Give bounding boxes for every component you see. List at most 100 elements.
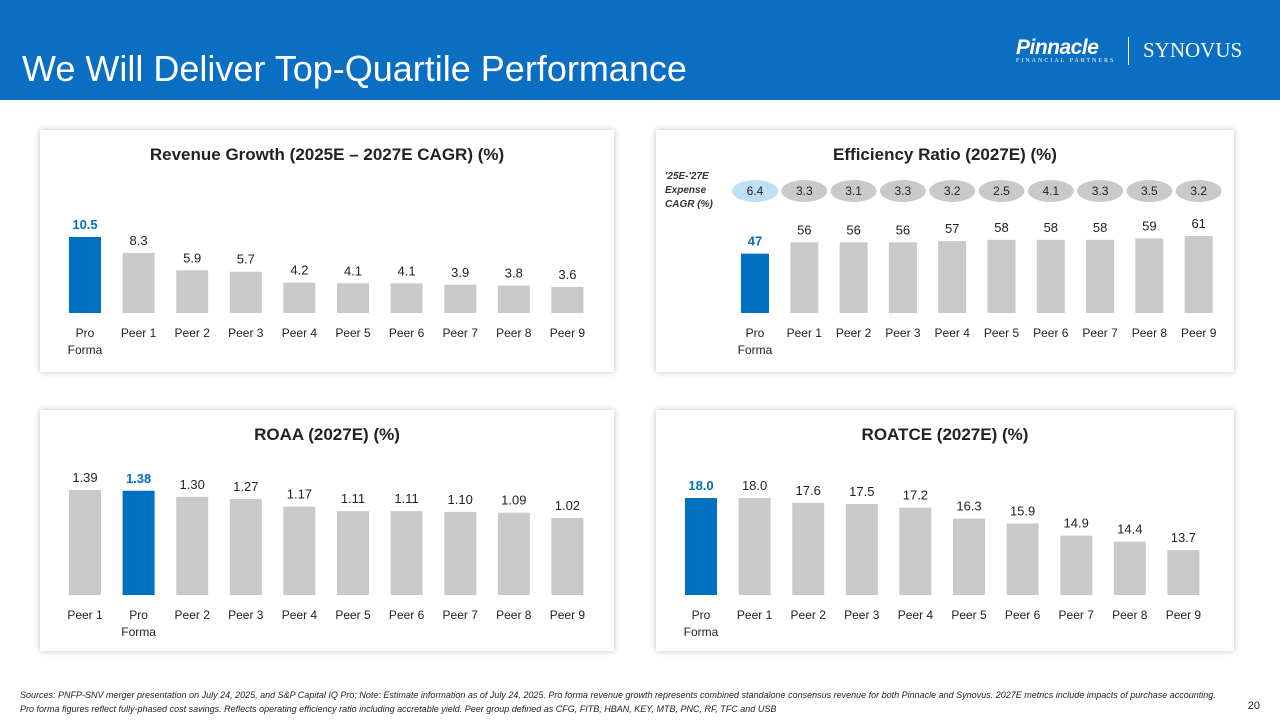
tick-label: Peer 8 — [1112, 608, 1148, 622]
data-label: 1.11 — [394, 491, 418, 506]
data-label: 1.17 — [287, 487, 312, 502]
data-label: 5.9 — [183, 250, 201, 265]
tick-label: Peer 8 — [496, 608, 532, 622]
data-label: 5.7 — [237, 252, 255, 267]
data-label: 13.7 — [1171, 530, 1196, 545]
header-bar: We Will Deliver Top-Quartile Performance… — [0, 0, 1280, 100]
data-label: 61 — [1191, 216, 1205, 231]
data-label: 1.11 — [341, 491, 365, 506]
expense-cagr-pill — [1077, 180, 1124, 202]
bar — [69, 490, 101, 595]
expense-cagr-value: 3.2 — [944, 184, 961, 198]
bar — [738, 498, 771, 595]
data-label: 1.30 — [180, 477, 205, 492]
tick-label: Peer 7 — [1082, 326, 1118, 340]
data-label: 16.3 — [956, 499, 981, 514]
bar — [790, 242, 819, 313]
bar — [390, 283, 423, 313]
bar — [888, 242, 917, 313]
bar — [741, 253, 769, 313]
bar — [1113, 541, 1146, 595]
bar — [283, 282, 316, 313]
data-label: 58 — [994, 220, 1008, 235]
bar — [497, 512, 530, 595]
page-number: 20 — [1247, 700, 1260, 712]
tick-label: Forma — [684, 625, 719, 639]
bar — [1060, 535, 1093, 595]
expense-cagr-pill — [830, 180, 877, 202]
data-label: 10.5 — [72, 217, 97, 232]
expense-cagr-value: 6.4 — [747, 184, 764, 198]
pinnacle-logo: Pinnacle — [1016, 36, 1099, 59]
data-label: 59 — [1142, 219, 1156, 234]
data-label: 1.38 — [126, 471, 151, 486]
expense-cagr-value: 4.1 — [1042, 184, 1059, 198]
tick-label: Peer 6 — [1033, 326, 1069, 340]
tick-label: Pro — [746, 326, 765, 340]
bar — [69, 237, 101, 313]
expense-cagr-value: 3.5 — [1141, 184, 1158, 198]
tick-label: Peer 7 — [443, 608, 479, 622]
data-label: 17.6 — [796, 483, 821, 498]
roaa-chart: ROAA (2027E) (%) 1.39 Peer 1 1.38 Pro Forma 1… — [40, 410, 614, 651]
tick-label: Pro — [692, 608, 711, 622]
tick-label: Peer 1 — [737, 608, 773, 622]
data-label: 14.4 — [1117, 522, 1142, 537]
bar — [176, 270, 209, 313]
roatce-chart: ROATCE (2027E) (%) 18.0 Pro Forma 18.0 Peer … — [656, 410, 1234, 651]
tick-label: Peer 9 — [1181, 326, 1217, 340]
expense-cagr-pill — [879, 180, 926, 202]
tick-label: Peer 6 — [389, 608, 425, 622]
bar — [444, 511, 477, 595]
tick-label: Forma — [738, 343, 773, 357]
expense-cagr-value: 3.2 — [1190, 184, 1207, 198]
synovus-logo: SYNOVUS — [1143, 38, 1243, 62]
expense-cagr-value: 3.3 — [1092, 184, 1109, 198]
tick-label: Pro — [129, 608, 148, 622]
tick-label: Peer 2 — [175, 326, 211, 340]
expense-cagr-value: 2.5 — [993, 184, 1010, 198]
tick-label: Peer 8 — [1132, 326, 1168, 340]
bar — [899, 507, 932, 595]
tick-label: Peer 4 — [898, 608, 934, 622]
data-label: 56 — [896, 222, 910, 237]
tick-label: Peer 3 — [228, 326, 264, 340]
bar — [444, 284, 477, 313]
bar — [122, 490, 155, 595]
data-label: 8.3 — [130, 233, 148, 248]
data-label: 56 — [797, 222, 811, 237]
data-label: 3.8 — [505, 265, 523, 280]
tick-label: Peer 8 — [496, 326, 532, 340]
bar — [551, 517, 584, 595]
tick-label: Peer 9 — [550, 326, 586, 340]
bar — [551, 286, 584, 313]
expense-cagr-pill — [781, 180, 828, 202]
bar — [839, 242, 868, 313]
data-label: 1.02 — [555, 498, 580, 513]
expense-cagr-pill — [1027, 180, 1074, 202]
data-label: 3.9 — [451, 265, 469, 280]
page-title: We Will Deliver Top-Quartile Performance — [22, 48, 687, 89]
data-label: 1.27 — [233, 479, 258, 494]
data-label: 47 — [748, 234, 762, 249]
bar — [685, 498, 717, 595]
tick-label: Peer 5 — [951, 608, 987, 622]
expense-cagr-value: 3.3 — [796, 184, 813, 198]
tick-label: Peer 3 — [844, 608, 880, 622]
bar — [390, 511, 423, 595]
data-label: 17.2 — [903, 488, 928, 503]
data-label: 4.1 — [398, 263, 416, 278]
tick-label: Peer 5 — [335, 608, 371, 622]
tick-label: Peer 3 — [228, 608, 264, 622]
bar — [938, 241, 967, 313]
bar — [1184, 236, 1213, 313]
bar — [176, 496, 209, 595]
pinnacle-logo-subtitle: FINANCIAL PARTNERS — [1016, 58, 1116, 64]
tick-label: Peer 1 — [121, 326, 157, 340]
tick-label: Peer 2 — [175, 608, 211, 622]
tick-label: Peer 2 — [836, 326, 872, 340]
data-label: 1.39 — [72, 470, 97, 485]
bar — [1086, 239, 1115, 313]
tick-label: Peer 4 — [935, 326, 971, 340]
bar — [1135, 238, 1164, 313]
